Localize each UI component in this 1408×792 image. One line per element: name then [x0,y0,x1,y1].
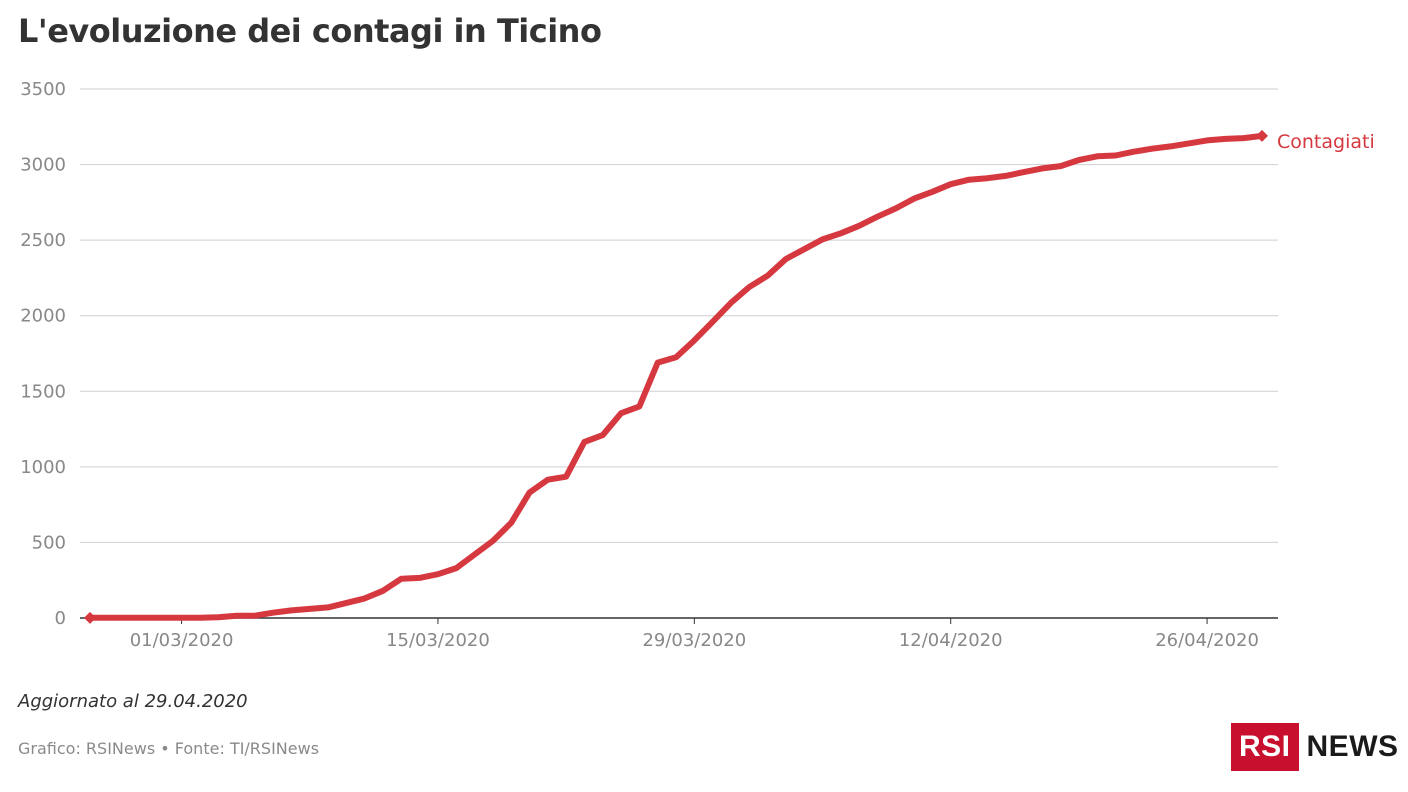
logo-rsi: RSI [1231,723,1299,771]
line-chart: 0 500 1000 1500 2000 2500 3000 3500 01/03/2020 1… [20,79,1375,651]
series-line-contagiati [87,132,1265,621]
gridlines [80,88,1278,619]
updated-note: Aggiornato al 29.04.2020 [18,691,248,712]
y-tick-label: 0 [55,608,66,629]
x-tick-label: 15/03/2020 [386,630,490,651]
series-start-marker [84,611,96,624]
x-tick-label: 12/04/2020 [899,630,1003,651]
x-tick-label: 01/03/2020 [130,630,234,651]
series-end-marker [1256,129,1268,142]
y-axis-ticks: 0 500 1000 1500 2000 2500 3000 3500 [20,79,66,629]
y-tick-label: 1500 [20,381,66,402]
source-credit: Grafico: RSINews • Fonte: TI/RSINews [18,739,320,758]
series-label-contagiati: Contagiati [1277,131,1375,153]
x-tick-label: 26/04/2020 [1155,630,1259,651]
series-layer: Contagiati [84,129,1375,624]
x-axis-ticks: 01/03/2020 15/03/2020 29/03/2020 12/04/2020… [130,618,1259,651]
rsi-news-logo: RSI NEWS [1231,723,1399,771]
y-tick-label: 2000 [20,306,66,327]
y-tick-label: 3500 [20,79,66,100]
chart-title: L'evoluzione dei contagi in Ticino [18,12,602,50]
y-tick-label: 1000 [20,457,66,478]
x-tick-label: 29/03/2020 [642,630,746,651]
logo-news: NEWS [1306,730,1399,763]
y-tick-label: 3000 [20,155,66,176]
y-tick-label: 500 [32,532,66,553]
y-tick-label: 2500 [20,230,66,251]
